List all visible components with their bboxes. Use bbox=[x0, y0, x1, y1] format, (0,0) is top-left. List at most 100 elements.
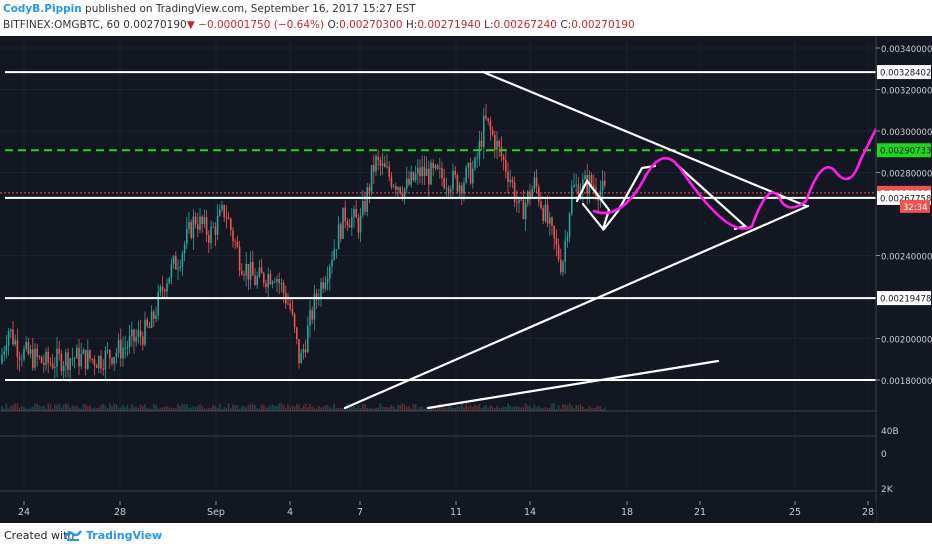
volume-bar bbox=[137, 407, 140, 411]
volume-bar bbox=[513, 406, 516, 411]
candle-body bbox=[439, 168, 441, 169]
candle-body bbox=[329, 266, 331, 279]
volume-bar bbox=[58, 403, 60, 411]
volume-bar bbox=[474, 404, 476, 411]
candle-body bbox=[553, 225, 555, 239]
volume-bar bbox=[544, 406, 547, 411]
candle-body bbox=[474, 157, 476, 169]
volume-bar bbox=[553, 403, 555, 411]
candle-body bbox=[197, 224, 199, 230]
volume-bar bbox=[364, 403, 366, 411]
candle-body bbox=[36, 348, 38, 357]
candle-body bbox=[604, 180, 606, 186]
y-tick-label: 0.00180000 bbox=[881, 377, 932, 387]
volume-scale-label: 2K bbox=[881, 485, 894, 495]
candle-body bbox=[122, 347, 124, 359]
x-tick-label: 11 bbox=[450, 507, 462, 518]
volume-bar bbox=[230, 408, 232, 411]
volume-bar bbox=[98, 407, 100, 411]
time-axis[interactable]: 24 28 Sep 4 7 11 14 18 21 25 28 bbox=[0, 501, 876, 523]
volume-bar bbox=[67, 404, 69, 411]
volume-bar bbox=[260, 404, 263, 411]
price-scale[interactable]: 0.00340000 0.00320000 0.00300000 0.00280000… bbox=[875, 36, 932, 523]
volume-bar bbox=[320, 407, 322, 411]
candle-body bbox=[496, 140, 498, 150]
candle-body bbox=[120, 339, 122, 359]
candle-body bbox=[315, 293, 318, 299]
candle-body bbox=[289, 303, 291, 309]
volume-bar bbox=[432, 408, 434, 411]
price-chart[interactable]: 0.00340000 0.00320000 0.00300000 0.00280000… bbox=[0, 36, 932, 523]
candle-body bbox=[40, 356, 43, 363]
volume-bar bbox=[377, 407, 379, 411]
volume-bar bbox=[355, 407, 357, 411]
candle-body bbox=[10, 329, 12, 332]
volume-bar bbox=[289, 407, 291, 411]
candle-body bbox=[221, 205, 223, 210]
candle-body bbox=[509, 179, 511, 182]
x-tick-label: 28 bbox=[114, 507, 126, 518]
candle-body bbox=[430, 162, 432, 185]
candle-body bbox=[573, 184, 575, 187]
candle-body bbox=[27, 341, 30, 354]
candle-body bbox=[32, 349, 34, 368]
candle-body bbox=[593, 185, 595, 188]
author-name[interactable]: CodyB.Pippin bbox=[3, 3, 82, 15]
candle-body bbox=[355, 209, 357, 218]
volume-bar bbox=[133, 406, 135, 411]
candle-body bbox=[73, 358, 76, 360]
chart-header: CodyB.Pippin published on TradingView.co… bbox=[0, 0, 932, 36]
volume-bar bbox=[23, 406, 25, 411]
candle-body bbox=[236, 241, 239, 248]
lower-trendline bbox=[343, 204, 810, 410]
volume-bar bbox=[423, 408, 426, 411]
candle-body bbox=[384, 163, 386, 167]
candle-body bbox=[434, 165, 437, 169]
publish-line: CodyB.Pippin published on TradingView.co… bbox=[3, 3, 416, 15]
candle-body bbox=[219, 209, 221, 216]
volume-bar bbox=[155, 404, 157, 411]
candle-body bbox=[432, 162, 434, 169]
chart-area[interactable]: 0.00340000 0.00320000 0.00300000 0.00280000… bbox=[0, 36, 932, 523]
candle-body bbox=[502, 156, 505, 160]
x-tick-label: 21 bbox=[694, 507, 706, 518]
volume-bar bbox=[296, 404, 298, 411]
volume-bar bbox=[443, 407, 445, 411]
volume-bar bbox=[447, 406, 450, 411]
low-value: 0.00267240 bbox=[493, 19, 557, 31]
candle-body bbox=[205, 217, 208, 236]
candle-body bbox=[311, 310, 313, 320]
volume-bar bbox=[252, 404, 254, 411]
candle-body bbox=[320, 282, 322, 299]
volume-bar bbox=[199, 404, 201, 411]
created-with-label: Created with bbox=[4, 529, 75, 542]
open-value: 0.00270300 bbox=[339, 19, 403, 31]
lower-channel-line bbox=[426, 359, 720, 410]
candle-body bbox=[175, 256, 177, 270]
candle-body bbox=[38, 356, 41, 358]
volume-bar bbox=[469, 405, 472, 411]
candle-body bbox=[78, 347, 80, 367]
volume-bar bbox=[135, 407, 137, 411]
time-axis-bg bbox=[0, 501, 876, 523]
candle-body bbox=[441, 168, 443, 178]
candle-body bbox=[67, 352, 69, 370]
candle-body bbox=[265, 283, 267, 287]
candle-body bbox=[542, 208, 544, 221]
close-label: C: bbox=[560, 19, 572, 31]
volume-bar bbox=[49, 404, 52, 411]
volume-bar bbox=[599, 406, 602, 411]
candle-body bbox=[337, 224, 340, 250]
y-tick-label: 0.00200000 bbox=[881, 336, 932, 346]
candle-body bbox=[293, 313, 296, 328]
volume-bar bbox=[324, 405, 327, 411]
candle-body bbox=[109, 350, 111, 358]
candle-body bbox=[359, 215, 362, 233]
trend-drawings bbox=[343, 70, 878, 410]
volume-bar bbox=[14, 403, 16, 411]
tradingview-logo-icon[interactable] bbox=[63, 528, 83, 545]
candle-body bbox=[491, 129, 494, 135]
tradingview-brand-link[interactable]: TradingView bbox=[86, 529, 163, 542]
candle-body bbox=[183, 244, 186, 254]
candle-body bbox=[392, 186, 395, 187]
